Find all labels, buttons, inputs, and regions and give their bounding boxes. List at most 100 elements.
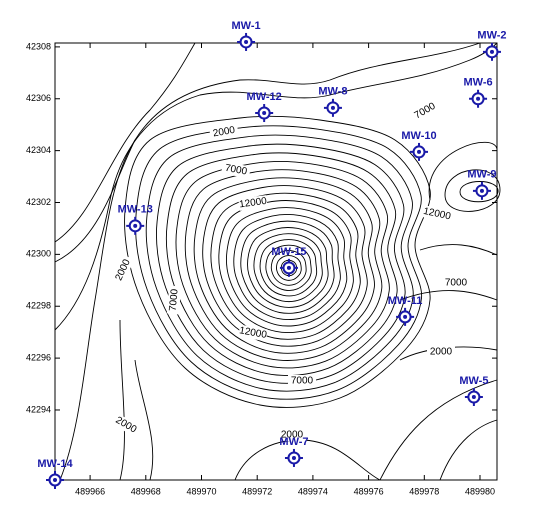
well-dot xyxy=(286,265,291,270)
contour-label: 12000 xyxy=(238,196,268,211)
contour-line xyxy=(59,139,136,481)
x-tick-label: 489968 xyxy=(131,486,161,496)
well-dot xyxy=(489,49,494,54)
well xyxy=(469,89,488,108)
contour-label: 7000 xyxy=(445,278,468,289)
y-tick-label: 42294 xyxy=(26,404,51,414)
well xyxy=(323,98,342,117)
well-label: MW-5 xyxy=(459,375,488,387)
contour-label: 7000 xyxy=(291,376,314,387)
well-dot xyxy=(262,111,267,116)
contour-label-bg xyxy=(209,123,239,141)
x-tick-label: 489976 xyxy=(354,486,384,496)
contour-line xyxy=(428,141,498,201)
contour-line xyxy=(259,239,318,297)
contour-line xyxy=(439,419,498,481)
x-tick-label: 489978 xyxy=(409,486,439,496)
contour-line xyxy=(419,244,498,256)
well xyxy=(255,104,274,123)
well-label: MW-9 xyxy=(467,169,496,181)
y-tick-label: 42306 xyxy=(26,93,51,103)
contour-line xyxy=(54,42,196,243)
well-label: MW-2 xyxy=(477,30,506,42)
well xyxy=(126,216,145,235)
contour-label-bg xyxy=(278,429,306,441)
contour-label-bg xyxy=(442,277,470,289)
wells: MW-1 MW-2 MW-6 MW-8 MW-12 MW-10 MW-9 MW-13 MW-15… xyxy=(37,20,507,489)
contour-label-bg xyxy=(422,205,452,223)
x-tick-label: 489966 xyxy=(75,486,105,496)
contour-line xyxy=(54,42,498,331)
well-dot xyxy=(476,96,481,101)
contour-line xyxy=(240,220,335,314)
x-tick-label: 489974 xyxy=(298,486,328,496)
contour-line xyxy=(210,192,361,340)
contour-line xyxy=(218,200,354,334)
well-label: MW-14 xyxy=(37,458,73,470)
well-label: MW-10 xyxy=(401,130,436,142)
well-label: MW-6 xyxy=(464,77,493,89)
contour-label-bg xyxy=(427,346,455,358)
contour-label: 2000 xyxy=(430,347,453,358)
contour-line xyxy=(175,161,390,369)
x-tick-label: 489972 xyxy=(242,486,272,496)
well-label: MW-1 xyxy=(232,20,261,32)
contour-label-bg xyxy=(288,375,316,387)
contour-line xyxy=(134,359,154,481)
contour-line xyxy=(265,244,312,291)
contour-line xyxy=(399,290,498,301)
well-label: MW-8 xyxy=(318,86,347,98)
well-label: MW-12 xyxy=(247,91,282,103)
contour-label-bg xyxy=(110,412,142,438)
well xyxy=(482,42,501,61)
contour-label: 7000 xyxy=(224,163,248,178)
contour-line xyxy=(226,207,348,327)
y-tick-label: 42302 xyxy=(26,197,51,207)
contour-rings xyxy=(124,115,431,408)
well-label: MW-13 xyxy=(118,204,153,216)
well-dot xyxy=(133,223,138,228)
contour-label-bg xyxy=(166,285,182,315)
well-dot xyxy=(417,149,422,154)
well xyxy=(279,258,298,277)
contour-label: 7000 xyxy=(168,288,181,312)
well xyxy=(464,388,483,407)
well-dot xyxy=(244,39,249,44)
contour-line xyxy=(276,255,302,281)
contour-line xyxy=(233,214,341,321)
contour-line xyxy=(184,169,383,361)
contour-line xyxy=(124,115,431,408)
contour-line xyxy=(444,169,501,212)
contour-label-bg xyxy=(238,324,268,342)
contour-label-bg xyxy=(238,195,268,211)
contour-line xyxy=(270,250,307,286)
contour-label: 2000 xyxy=(212,125,236,140)
y-tick-label: 42304 xyxy=(26,145,51,155)
contour-label-bg xyxy=(409,98,441,124)
contour-line xyxy=(379,379,498,481)
contour-line xyxy=(119,319,125,481)
contour-line xyxy=(135,125,422,400)
well xyxy=(46,471,64,489)
well-dot xyxy=(471,395,476,400)
well-dot xyxy=(479,188,484,193)
contour-line xyxy=(193,177,375,354)
well xyxy=(472,181,491,200)
y-tick-label: 42308 xyxy=(26,41,51,51)
contour-label: 12000 xyxy=(238,325,268,341)
contour-label-bg xyxy=(221,161,251,179)
well-label: MW-7 xyxy=(279,436,308,448)
contour-label: 2000 xyxy=(281,430,304,441)
contour-line xyxy=(145,134,414,392)
well xyxy=(410,142,429,161)
well-label: MW-11 xyxy=(388,295,423,307)
axes: 489966 489968 489970 489972 489974 489976 4899… xyxy=(26,41,497,496)
contour-line xyxy=(202,185,368,347)
contour-line xyxy=(54,42,481,263)
contour-line xyxy=(156,143,406,384)
well-label: MW-15 xyxy=(271,246,306,258)
well-dot xyxy=(330,105,335,110)
well-dot xyxy=(53,478,57,482)
well xyxy=(284,448,303,467)
